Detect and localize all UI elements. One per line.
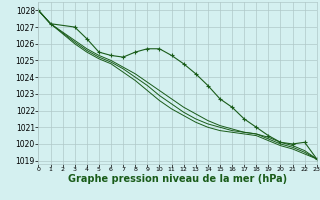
X-axis label: Graphe pression niveau de la mer (hPa): Graphe pression niveau de la mer (hPa)	[68, 174, 287, 184]
